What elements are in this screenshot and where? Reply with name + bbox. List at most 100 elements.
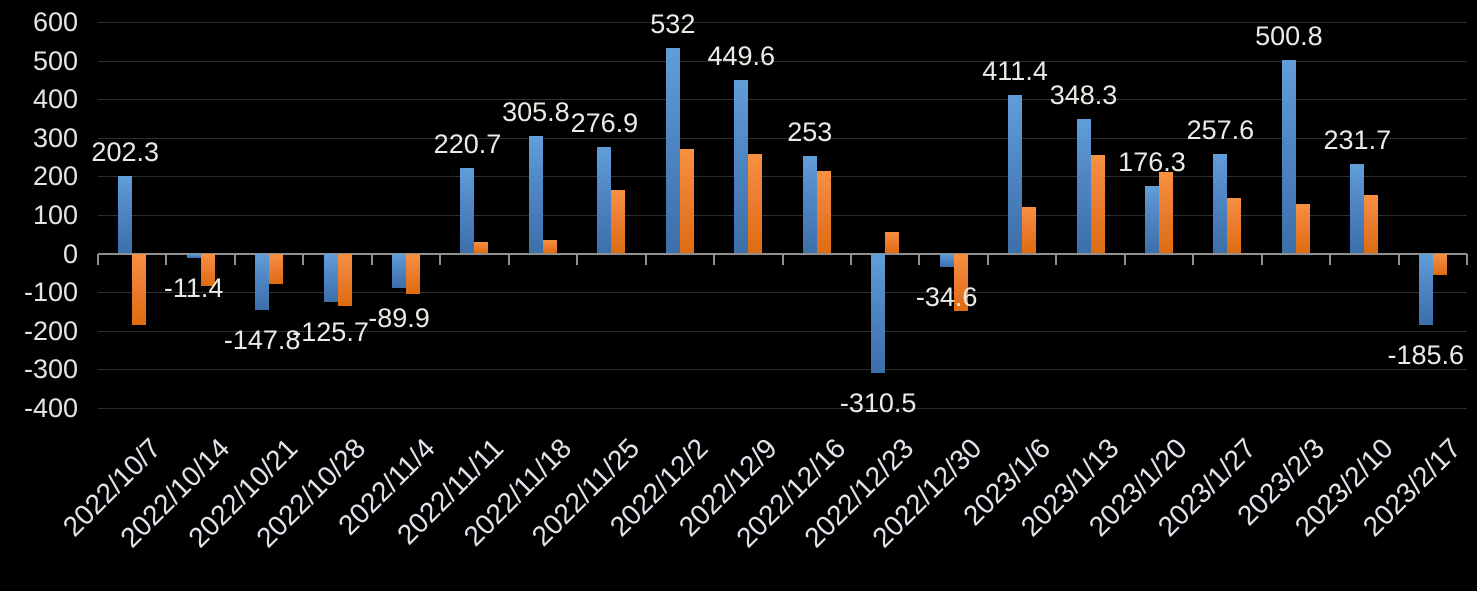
orange-series-bar[interactable] (1227, 197, 1242, 254)
x-axis-tick (233, 253, 236, 265)
data-label: 305.8 (502, 96, 570, 127)
x-axis-tick (1329, 253, 1332, 265)
data-label: -185.6 (1387, 340, 1465, 371)
data-label: 202.3 (91, 136, 159, 167)
orange-series-bar[interactable] (953, 253, 968, 312)
data-label: 176.3 (1118, 146, 1186, 177)
blue-series-bar[interactable] (118, 175, 133, 254)
data-label: 257.6 (1186, 115, 1255, 146)
x-axis-tick (986, 253, 989, 265)
data-label: -34.6 (915, 281, 978, 312)
gridline (98, 99, 1467, 101)
x-axis-tick (713, 253, 716, 265)
x-axis-tick (1466, 253, 1468, 265)
y-axis-tick-label: 400 (32, 84, 78, 115)
x-axis-tick (165, 253, 168, 265)
orange-series-bar[interactable] (132, 253, 147, 325)
orange-series-bar[interactable] (885, 232, 900, 254)
x-axis-tick (1260, 253, 1263, 265)
blue-series-bar[interactable] (1144, 185, 1159, 254)
orange-series-bar[interactable] (406, 253, 421, 294)
blue-series-bar[interactable] (392, 253, 407, 289)
orange-series-bar[interactable] (1295, 204, 1310, 254)
y-axis-tick-label: 100 (32, 199, 78, 230)
data-label: -11.4 (163, 272, 224, 303)
orange-series-bar[interactable] (611, 189, 626, 254)
blue-series-bar[interactable] (1008, 94, 1023, 254)
y-axis-tick-label: 600 (32, 7, 78, 38)
orange-series-bar[interactable] (200, 253, 215, 287)
y-axis-tick-label: 200 (32, 161, 78, 192)
gridline (98, 214, 1467, 216)
blue-series-bar[interactable] (1350, 164, 1365, 254)
y-axis-tick-label: -400 (23, 392, 78, 423)
data-label: 276.9 (570, 107, 639, 138)
data-label: -89.9 (368, 303, 430, 334)
gridline (98, 330, 1467, 332)
blue-series-bar[interactable] (255, 253, 270, 311)
data-label: 253 (787, 116, 833, 147)
orange-series-bar[interactable] (1158, 171, 1173, 254)
orange-series-bar[interactable] (679, 148, 694, 254)
gridline (98, 22, 1467, 24)
blue-series-bar[interactable] (186, 253, 201, 258)
orange-series-bar[interactable] (1090, 155, 1105, 254)
x-axis-tick (302, 253, 305, 265)
y-axis-tick-label: -100 (23, 277, 78, 308)
x-axis-tick (781, 253, 784, 265)
data-label: 532 (650, 9, 696, 40)
blue-series-bar[interactable] (734, 80, 749, 254)
blue-series-bar[interactable] (597, 146, 612, 254)
blue-series-bar[interactable] (1213, 154, 1228, 254)
data-label: 348.3 (1049, 80, 1118, 111)
blue-series-bar[interactable] (460, 168, 475, 254)
gridline (98, 369, 1467, 371)
orange-series-bar[interactable] (748, 154, 763, 254)
orange-series-bar[interactable] (542, 240, 557, 254)
y-axis-tick-label: -300 (23, 354, 78, 385)
blue-series-bar[interactable] (871, 253, 886, 374)
gridline (98, 407, 1467, 409)
blue-series-bar[interactable] (528, 135, 543, 254)
x-axis-tick (439, 253, 442, 265)
y-axis-tick-label: 300 (32, 122, 78, 153)
y-axis-tick-label: 0 (62, 238, 78, 269)
x-axis-tick (1055, 253, 1058, 265)
orange-series-bar[interactable] (474, 241, 489, 254)
gridline (98, 60, 1467, 62)
x-axis-tick (644, 253, 647, 265)
data-label: 500.8 (1255, 21, 1323, 52)
x-axis-tick (370, 253, 373, 265)
blue-series-bar[interactable] (802, 155, 817, 254)
data-label: -310.5 (839, 388, 917, 419)
data-label: 231.7 (1323, 125, 1392, 156)
orange-series-bar[interactable] (269, 253, 284, 285)
blue-series-bar[interactable] (665, 48, 680, 254)
x-axis-tick (1123, 253, 1126, 265)
orange-series-bar[interactable] (1364, 194, 1379, 254)
data-label: 449.6 (707, 41, 776, 72)
data-label: -147.8 (223, 325, 301, 356)
x-axis-tick (849, 253, 852, 265)
gridline (98, 292, 1467, 294)
blue-series-bar[interactable] (1281, 60, 1296, 254)
gridline (98, 137, 1467, 139)
x-axis-tick (97, 253, 99, 265)
orange-series-bar[interactable] (337, 253, 352, 306)
blue-series-bar[interactable] (1418, 253, 1433, 326)
blue-series-bar[interactable] (323, 253, 338, 302)
orange-series-bar[interactable] (816, 171, 831, 254)
gridline (98, 176, 1467, 178)
x-axis-tick (576, 253, 579, 265)
x-axis-tick (918, 253, 921, 265)
y-axis-tick-label: -200 (23, 315, 78, 346)
data-label: -125.7 (292, 316, 369, 347)
x-axis-tick (507, 253, 510, 265)
orange-series-bar[interactable] (1432, 253, 1447, 276)
blue-series-bar[interactable] (1076, 119, 1091, 254)
x-axis-tick (1192, 253, 1195, 265)
y-axis-tick-label: 500 (32, 45, 78, 76)
blue-series-bar[interactable] (939, 253, 954, 267)
orange-series-bar[interactable] (1022, 207, 1037, 254)
